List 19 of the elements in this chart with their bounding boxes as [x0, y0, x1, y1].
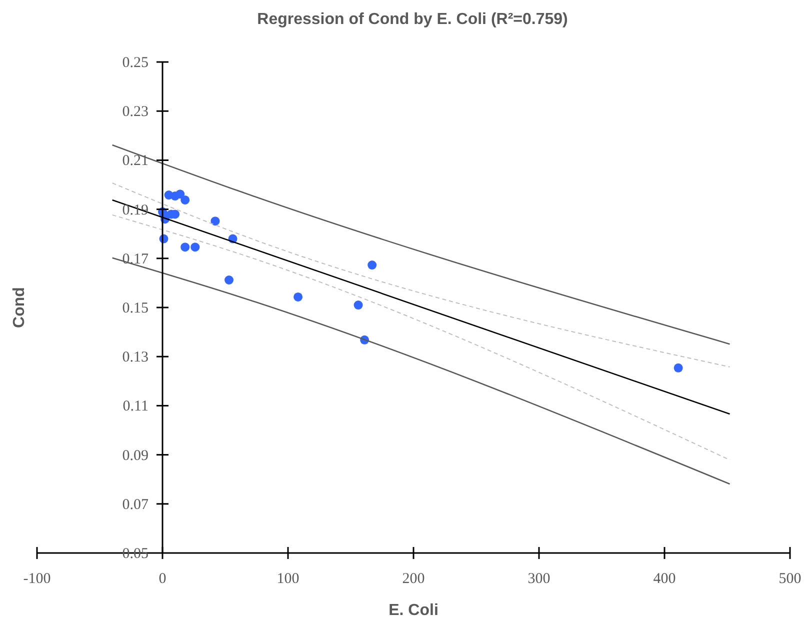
x-axis-title: E. Coli [388, 602, 438, 619]
y-axis-title: Cond [11, 287, 28, 328]
x-tick-label: -100 [23, 571, 51, 587]
y-tick-label: 0.15 [122, 300, 148, 316]
y-tick-label: 0.11 [122, 398, 148, 415]
x-tick-label: 400 [653, 571, 676, 587]
x-tick-label: 100 [276, 571, 300, 587]
y-tick-label: 0.21 [122, 153, 148, 170]
y-tick-label: 0.23 [122, 104, 148, 120]
y-tick-label: 0.25 [122, 55, 148, 71]
x-tick-label: 300 [528, 571, 550, 587]
x-tick-label: 0 [158, 571, 166, 587]
x-tick-label: 200 [402, 571, 425, 587]
y-tick-label: 0.09 [122, 448, 148, 464]
y-tick-label: 0.07 [122, 496, 149, 513]
x-tick-label: 500 [778, 571, 802, 587]
y-tick-label: 0.17 [122, 251, 149, 268]
y-tick-label: 0.13 [122, 350, 148, 366]
chart-title: Regression of Cond by E. Coli (R²=0.759) [257, 11, 568, 28]
